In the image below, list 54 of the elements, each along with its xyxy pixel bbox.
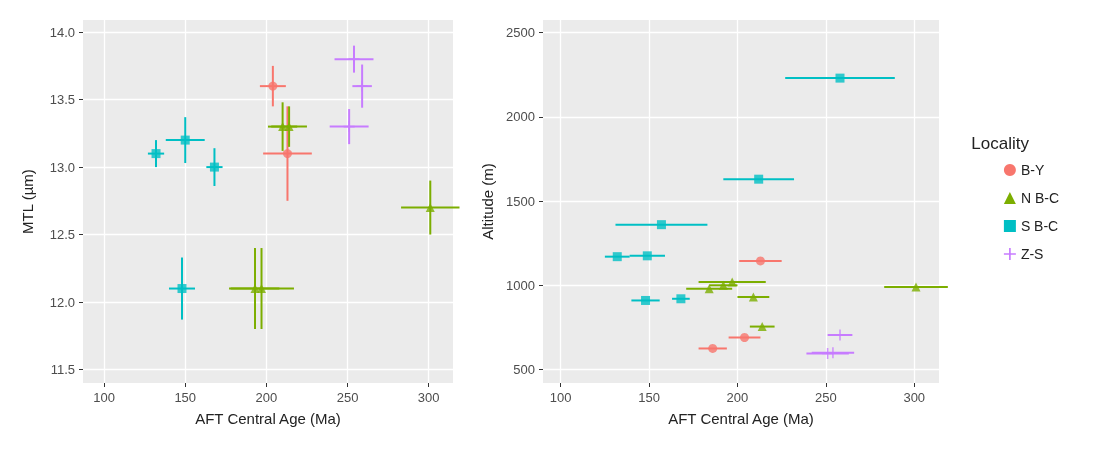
point [718,280,728,290]
x-tick-label: 150 [174,390,197,405]
point [656,220,666,230]
y-tick-label: 14.0 [49,24,75,40]
point [757,322,767,332]
point [754,174,764,184]
y-tick-label: 12.5 [49,227,75,243]
point [278,122,288,132]
x-tick-label: 250 [336,390,359,405]
point [282,149,292,159]
point [284,122,294,132]
x-tick-label: 200 [255,390,278,405]
x-tick-label: 100 [93,390,115,405]
y-tick-label: 13.5 [49,92,75,108]
point [740,333,750,343]
point [642,251,652,261]
point [835,73,845,83]
y-tick-label: 2000 [506,109,535,125]
point [708,343,718,353]
legend-label: S B-C [1020,218,1059,234]
point [755,256,765,266]
x-tick-label: 150 [638,390,660,405]
y-tick-label: 1000 [506,277,535,293]
x-tick-label: 250 [815,390,837,405]
legend-label: N B-C [1020,190,1060,206]
legend-label: B-Y [1020,162,1045,178]
point [180,135,190,145]
point [177,284,187,294]
x-tick-label: 100 [549,390,572,405]
legend-title: Locality [971,134,1030,153]
y-tick-label: 12.0 [49,294,75,310]
point [257,284,267,294]
point [268,81,278,91]
point [151,149,161,159]
y-axis-title: MTL (µm) [19,169,36,234]
point [209,162,219,172]
x-axis-title: AFT Central Age (Ma) [668,410,814,427]
point [748,292,758,302]
x-tick-label: 300 [903,390,926,405]
y-tick-label: 1500 [506,193,535,209]
x-axis-title: AFT Central Age (Ma) [195,410,341,427]
y-axis-title: Altitude (m) [479,163,496,240]
point [356,80,368,92]
x-tick-label: 200 [726,390,749,405]
y-tick-label: 11.5 [50,362,75,378]
y-tick-label: 2500 [506,25,535,41]
point [343,121,355,133]
point [676,294,686,304]
legend-label: Z-S [1020,246,1044,262]
y-tick-label: 500 [513,362,535,378]
point [641,295,651,305]
y-tick-label: 13.0 [49,159,75,175]
point [612,252,622,262]
x-tick-label: 300 [417,390,440,405]
